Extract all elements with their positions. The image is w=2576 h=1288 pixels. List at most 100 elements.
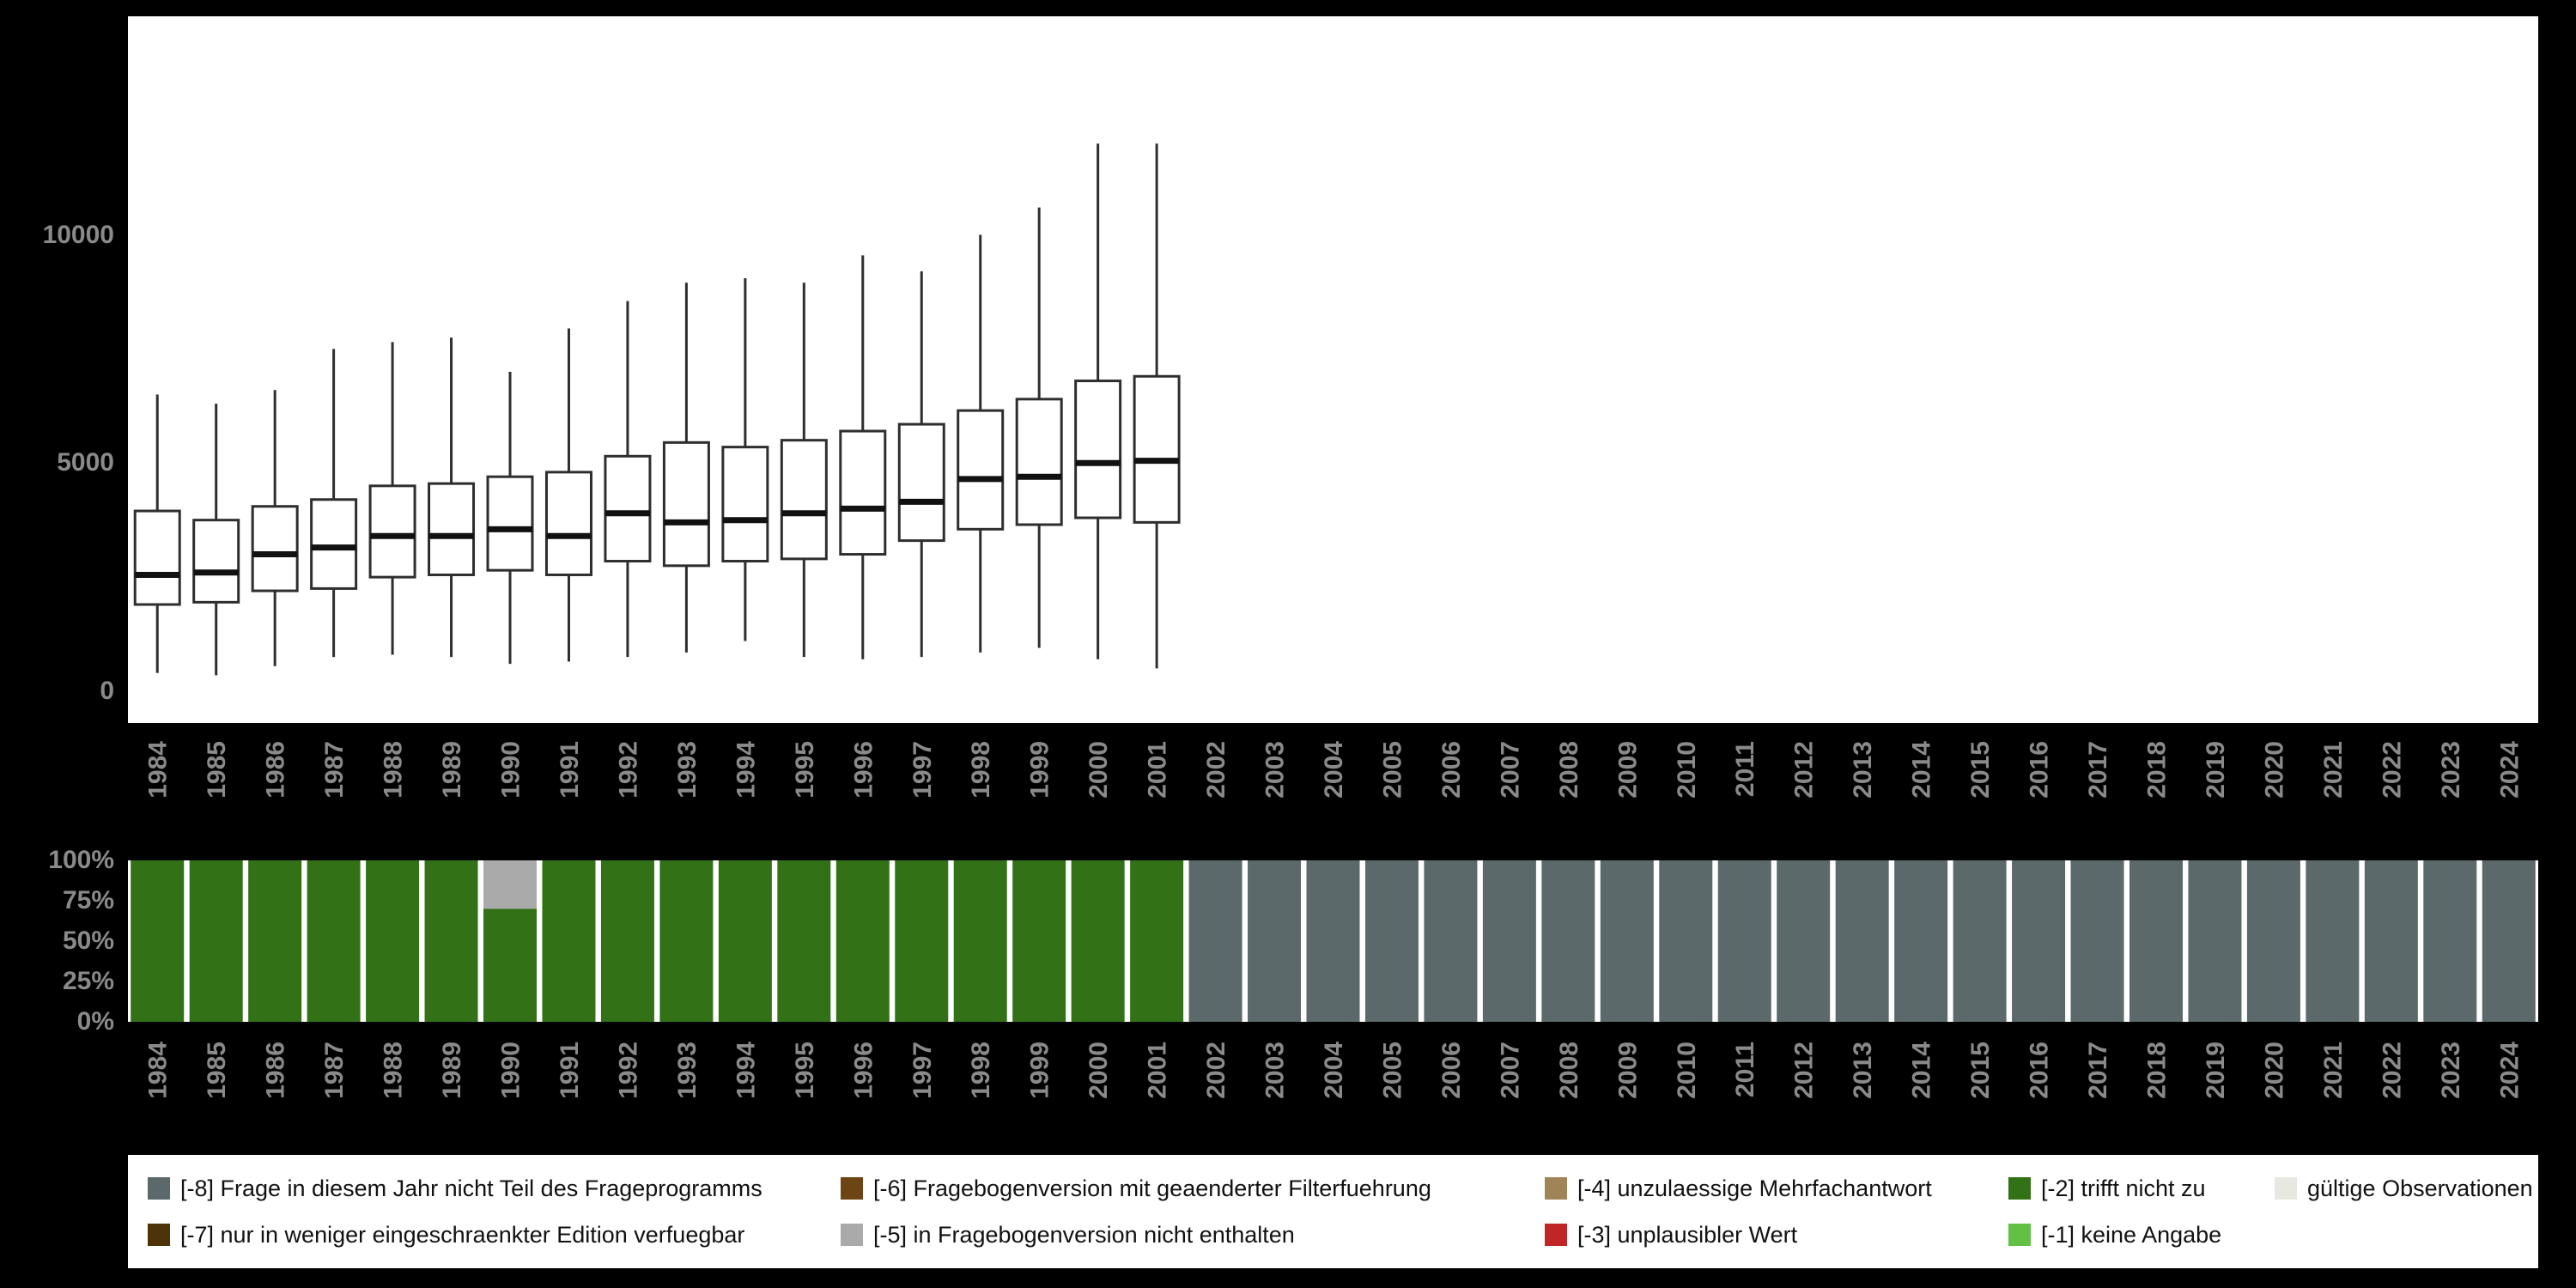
legend-label--8: [-8] Frage in diesem Jahr nicht Teil des… xyxy=(180,1175,762,1201)
iqr-box xyxy=(957,409,1005,531)
iqr-box xyxy=(544,471,592,576)
x-tick-label-2010: 2010 xyxy=(1673,1042,1701,1099)
boxplot-1988 xyxy=(368,342,416,655)
bar-segment-1998--2 xyxy=(953,860,1007,1022)
legend-swatch--1 xyxy=(2008,1224,2031,1246)
iqr-box xyxy=(780,439,828,561)
x-tick-label-2012: 2012 xyxy=(1790,741,1819,799)
bar-segment-1997--2 xyxy=(895,860,949,1022)
x-tick-label-1985: 1985 xyxy=(203,1042,231,1099)
legend-label--3: [-3] unplausibler Wert xyxy=(1577,1221,1798,1248)
boxplot-ytick-10000: 10000 xyxy=(42,220,114,249)
x-tick-label-2017: 2017 xyxy=(2084,741,2112,799)
bar-segment-1985--2 xyxy=(189,860,243,1022)
bar-ytick-50%: 50% xyxy=(62,927,114,955)
x-tick-label-2015: 2015 xyxy=(1966,741,1995,799)
boxplot-svg xyxy=(133,143,1181,676)
legend-swatch--3 xyxy=(1545,1224,1567,1246)
boxplot-2001 xyxy=(1133,143,1181,669)
x-tick-label-1996: 1996 xyxy=(849,1042,878,1099)
legend-swatch-valid xyxy=(2275,1177,2297,1200)
bar-segment-2024--8 xyxy=(2482,860,2536,1022)
x-tick-label-1998: 1998 xyxy=(967,1042,995,1099)
x-tick-label-2003: 2003 xyxy=(1261,1042,1290,1099)
bar-x-axis: 1984 1985 1986 1987 1988 1989 1990 1991 1992 1993… xyxy=(144,1042,2524,1099)
bar-segment-2009--8 xyxy=(1600,860,1654,1022)
x-tick-label-2023: 2023 xyxy=(2437,741,2465,799)
x-tick-label-2020: 2020 xyxy=(2260,741,2288,799)
x-tick-label-2016: 2016 xyxy=(2026,1042,2054,1099)
x-tick-label-2019: 2019 xyxy=(2202,1042,2230,1099)
iqr-box xyxy=(310,498,358,590)
boxplot-1992 xyxy=(604,301,652,658)
x-tick-label-2013: 2013 xyxy=(1849,741,1877,799)
bar-segment-2005--8 xyxy=(1364,860,1419,1022)
x-tick-label-2000: 2000 xyxy=(1084,1042,1113,1099)
x-tick-label-1991: 1991 xyxy=(556,741,584,799)
bar-segment-2000--2 xyxy=(1071,860,1125,1022)
boxplot-2000 xyxy=(1074,143,1122,659)
x-tick-label-1987: 1987 xyxy=(320,1042,349,1099)
x-tick-label-1988: 1988 xyxy=(380,741,408,799)
legend-swatch--4 xyxy=(1545,1177,1567,1200)
bar-segment-2010--8 xyxy=(1659,860,1713,1022)
bar-segment-2011--8 xyxy=(1717,860,1771,1022)
bar-segment-2019--8 xyxy=(2188,860,2242,1022)
boxplot-ytick-5000: 5000 xyxy=(57,448,114,477)
bar-segment-1989--2 xyxy=(424,860,478,1022)
bar-segment-2003--8 xyxy=(1248,860,1302,1022)
bar-ytick-75%: 75% xyxy=(62,886,114,914)
bar-segment-2023--8 xyxy=(2423,860,2477,1022)
x-tick-label-2006: 2006 xyxy=(1437,1042,1466,1099)
bar-segment-2022--8 xyxy=(2364,860,2418,1022)
x-tick-label-2014: 2014 xyxy=(1908,1042,1936,1099)
x-tick-label-1999: 1999 xyxy=(1026,1042,1054,1099)
boxplot-1997 xyxy=(897,271,945,658)
legend-label--2: [-2] trifft nicht zu xyxy=(2041,1175,2206,1201)
x-tick-label-1985: 1985 xyxy=(203,741,231,799)
iqr-box xyxy=(428,482,476,576)
bar-segment-2006--8 xyxy=(1424,860,1478,1022)
x-tick-label-2004: 2004 xyxy=(1320,1042,1348,1099)
bar-segment-1990--5 xyxy=(483,860,538,909)
iqr-box xyxy=(662,440,710,568)
x-tick-label-2013: 2013 xyxy=(1849,1042,1877,1099)
x-tick-label-2003: 2003 xyxy=(1261,741,1290,799)
x-tick-label-2021: 2021 xyxy=(2319,1042,2348,1099)
x-tick-label-1986: 1986 xyxy=(262,741,290,799)
bar-segment-2008--8 xyxy=(1541,860,1595,1022)
legend-item--1: [-1] keine Angabe xyxy=(2008,1222,2221,1248)
boxplot-1998 xyxy=(957,234,1005,653)
bar-segment-2020--8 xyxy=(2246,860,2300,1022)
legend-item--5: [-5] in Fragebogenversion nicht enthalte… xyxy=(841,1222,1295,1248)
iqr-box xyxy=(1074,380,1122,519)
x-tick-label-2024: 2024 xyxy=(2495,1042,2524,1099)
legend-item--7: [-7] nur in weniger eingeschraenkter Edi… xyxy=(148,1222,744,1248)
boxplot-panel xyxy=(128,16,2538,723)
iqr-box xyxy=(721,446,769,563)
legend-label--7: [-7] nur in weniger eingeschraenkter Edi… xyxy=(180,1221,745,1248)
legend-item--2: [-2] trifft nicht zu xyxy=(2008,1176,2206,1201)
bar-segment-2014--8 xyxy=(1894,860,1948,1022)
x-tick-label-1992: 1992 xyxy=(614,741,642,799)
bar-segment-2002--8 xyxy=(1188,860,1242,1022)
legend-label--6: [-6] Fragebogenversion mit geaenderter F… xyxy=(873,1175,1431,1201)
x-tick-label-2001: 2001 xyxy=(1144,741,1172,799)
bar-segment-2015--8 xyxy=(1953,860,2007,1022)
x-tick-label-2023: 2023 xyxy=(2437,1042,2465,1099)
iqr-box xyxy=(839,429,887,556)
x-tick-label-2010: 2010 xyxy=(1673,741,1701,799)
bar-ytick-0%: 0% xyxy=(76,1007,114,1036)
x-tick-label-2011: 2011 xyxy=(1731,741,1759,797)
x-tick-label-2008: 2008 xyxy=(1555,1042,1583,1099)
x-tick-label-1994: 1994 xyxy=(732,741,760,799)
x-tick-label-2021: 2021 xyxy=(2319,741,2348,799)
missings-bar-svg xyxy=(131,860,2536,1022)
x-tick-label-1999: 1999 xyxy=(1026,741,1054,799)
x-tick-label-2011: 2011 xyxy=(1731,1042,1759,1097)
x-tick-label-2009: 2009 xyxy=(1613,741,1642,799)
legend-label-valid: gültige Observationen xyxy=(2307,1175,2533,1201)
boxplot-ytick-0: 0 xyxy=(100,677,114,705)
legend: [-8] Frage in diesem Jahr nicht Teil des… xyxy=(128,1155,2538,1268)
